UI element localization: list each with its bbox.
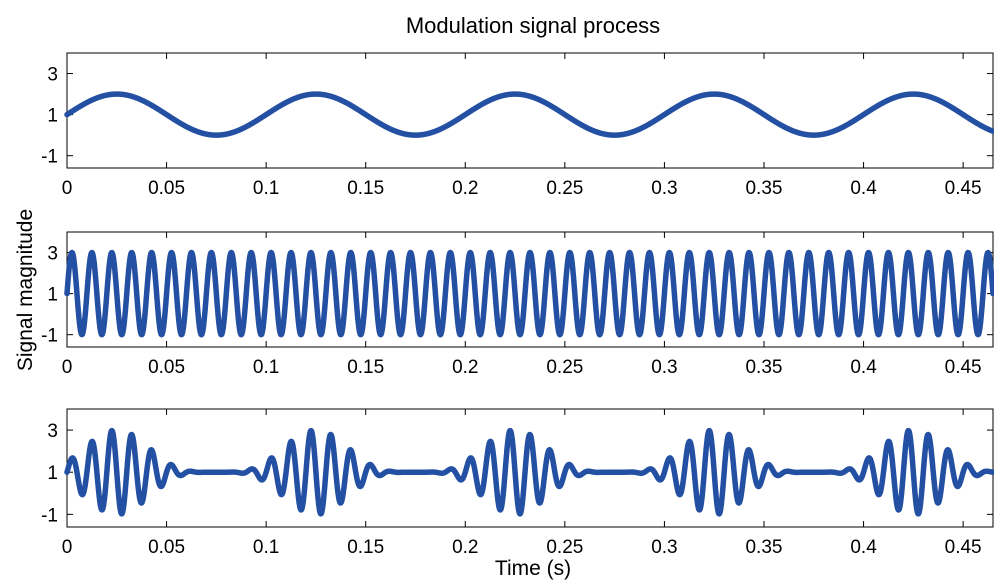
- y-tick-label: -1: [41, 147, 58, 168]
- signal-line: [64, 249, 994, 338]
- x-tick-label: 0.45: [945, 537, 982, 558]
- x-tick-label: 0.4: [850, 357, 877, 378]
- x-tick-label: 0.15: [347, 357, 384, 378]
- x-tick-label: 0.1: [253, 537, 279, 558]
- y-tick-label: 3: [47, 244, 58, 265]
- x-tick-label: 0.4: [850, 537, 877, 558]
- x-tick-label: 0.2: [452, 357, 478, 378]
- chart-title: Modulation signal process: [406, 13, 660, 38]
- x-tick-label: 0.35: [745, 537, 782, 558]
- x-tick-label: 0.1: [253, 178, 279, 199]
- x-tick-label: 0.25: [546, 537, 583, 558]
- x-tick-label: 0.3: [651, 537, 677, 558]
- x-tick-label: 0.35: [745, 357, 782, 378]
- x-tick-label: 0: [62, 537, 73, 558]
- x-tick-label: 0.3: [651, 357, 677, 378]
- x-tick-label: 0.05: [148, 357, 185, 378]
- y-tick-label: 1: [47, 463, 58, 484]
- subplot-2: 0 0.05 0.1 0.15 0.2 0.25 0.3 0.35 0.4 0.45 3 1 -1: [41, 231, 994, 378]
- x-tick-label: 0.3: [651, 178, 677, 199]
- x-tick-label: 0.2: [452, 537, 478, 558]
- x-tick-label: 0.05: [148, 178, 185, 199]
- y-axis-label: Signal magnitude: [14, 209, 37, 371]
- signal-line: [64, 91, 994, 138]
- signal-line: [64, 427, 994, 517]
- x-tick-label: 0.15: [347, 178, 384, 199]
- subplot-3: 0 0.05 0.1 0.15 0.2 0.25 0.3 0.35 0.4 0.45 3 1 -1: [41, 408, 994, 558]
- y-tick-label: 3: [47, 65, 58, 86]
- x-tick-label: 0.4: [850, 178, 877, 199]
- x-axis-label: Time (s): [495, 557, 571, 580]
- x-tick-label: 0.1: [253, 357, 279, 378]
- y-tick-label: 1: [47, 285, 58, 306]
- y-tick-label: 3: [47, 421, 58, 442]
- x-tick-label: 0.15: [347, 537, 384, 558]
- x-tick-label: 0.45: [945, 178, 982, 199]
- x-tick-label: 0.25: [546, 357, 583, 378]
- subplot-1: 0 0.05 0.1 0.15 0.2 0.25 0.3 0.35 0.4 0.45 3 1 -1: [41, 52, 994, 199]
- axes-frame: [66, 408, 994, 528]
- y-tick-label: -1: [41, 326, 58, 347]
- x-tick-label: 0: [62, 178, 73, 199]
- x-tick-label: 0.2: [452, 178, 478, 199]
- axes-frame: [66, 52, 994, 169]
- y-tick-label: 1: [47, 106, 58, 127]
- x-tick-label: 0.05: [148, 537, 185, 558]
- y-tick-label: -1: [41, 505, 58, 526]
- x-tick-label: 0.35: [745, 178, 782, 199]
- x-tick-label: 0.25: [546, 178, 583, 199]
- x-tick-label: 0: [62, 357, 73, 378]
- x-tick-label: 0.45: [945, 357, 982, 378]
